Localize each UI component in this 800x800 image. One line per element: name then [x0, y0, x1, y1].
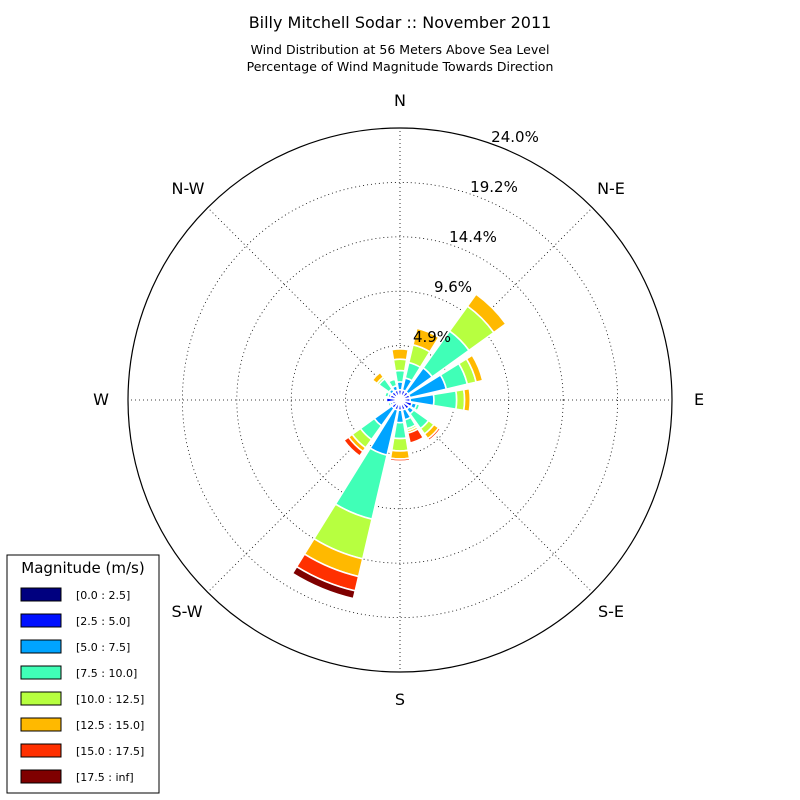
direction-label-se: S-E [598, 602, 624, 621]
wedge-segment [392, 421, 408, 440]
wedge-segment [462, 387, 472, 413]
legend-swatch [20, 613, 62, 628]
legend-items: [0.0 : 2.5] [2.5 : 5.0] [5.0 : 7.5] [7.5 : … [20, 587, 144, 784]
wedge-segment [291, 565, 357, 600]
direction-label-n: N [394, 91, 406, 110]
chart-subtitle-line-2: Percentage of Wind Magnitude Towards Dir… [247, 59, 554, 74]
direction-label-sw: S-W [171, 602, 202, 621]
legend-swatch [20, 769, 62, 784]
wedge-segment [465, 354, 484, 384]
wedge-segment [390, 348, 410, 361]
legend-item-label: [7.5 : 10.0] [76, 667, 137, 680]
wedge-segment [426, 426, 442, 442]
legend-swatch [20, 665, 62, 680]
legend: Magnitude (m/s) [0.0 : 2.5] [2.5 : 5.0] [5… [6, 554, 160, 794]
direction-label-nw: N-W [172, 179, 205, 198]
ring-labels: 4.9% 9.6% 14.4% 19.2% 24.0% [413, 128, 539, 346]
wedge-segment [394, 369, 406, 384]
legend-item-label: [15.0 : 17.5] [76, 745, 144, 758]
ring-label-2: 9.6% [434, 278, 472, 296]
wedge-segment [342, 435, 365, 458]
ring-label-5: 24.0% [491, 128, 539, 146]
direction-label-ne: N-E [597, 179, 625, 198]
ring-label-1: 4.9% [413, 328, 451, 346]
grid-ring [181, 181, 619, 619]
legend-title: Magnitude (m/s) [21, 559, 144, 577]
rose-plot [127, 127, 673, 673]
ring-label-3: 14.4% [449, 228, 497, 246]
wedge-segment [466, 293, 507, 334]
wedge-segment [432, 389, 458, 411]
legend-swatch [20, 743, 62, 758]
wedge-segment [386, 401, 393, 408]
grid-ring [236, 236, 564, 564]
legend-swatch [20, 639, 62, 654]
legend-swatch [20, 717, 62, 732]
wedge-segment [371, 371, 385, 385]
grid-spoke [207, 207, 401, 401]
chart-title: Billy Mitchell Sodar :: November 2011 [249, 13, 552, 32]
chart-subtitle-line-1: Wind Distribution at 56 Meters Above Sea… [251, 42, 550, 57]
ring-label-4: 19.2% [470, 178, 518, 196]
legend-item-label: [10.0 : 12.5] [76, 693, 144, 706]
legend-item-label: [17.5 : inf] [76, 771, 134, 784]
wedge-segment [390, 437, 410, 452]
wedge-segment [389, 457, 411, 463]
wedge-segment [382, 389, 388, 398]
grid-spoke [207, 399, 401, 593]
wedge-segment [389, 449, 411, 460]
grid-spoke [399, 207, 593, 401]
direction-labels: N N-E E S-E S S-W W N-W [93, 91, 704, 709]
direction-label-e: E [694, 390, 704, 409]
legend-item-label: [2.5 : 5.0] [76, 615, 130, 628]
wedge-segment [387, 378, 398, 389]
wedge-segment [406, 427, 425, 444]
wedge-segment [392, 358, 408, 372]
direction-label-w: W [93, 390, 109, 409]
wedge-segment [417, 403, 424, 414]
wedge-segment [455, 388, 466, 412]
legend-item-label: [0.0 : 2.5] [76, 589, 130, 602]
legend-item-label: [5.0 : 7.5] [76, 641, 130, 654]
legend-item-label: [12.5 : 15.0] [76, 719, 144, 732]
legend-swatch [20, 587, 62, 602]
wedge-segment [411, 327, 440, 353]
grid-spoke [399, 399, 593, 593]
legend-swatch [20, 691, 62, 706]
direction-label-s: S [395, 690, 405, 709]
